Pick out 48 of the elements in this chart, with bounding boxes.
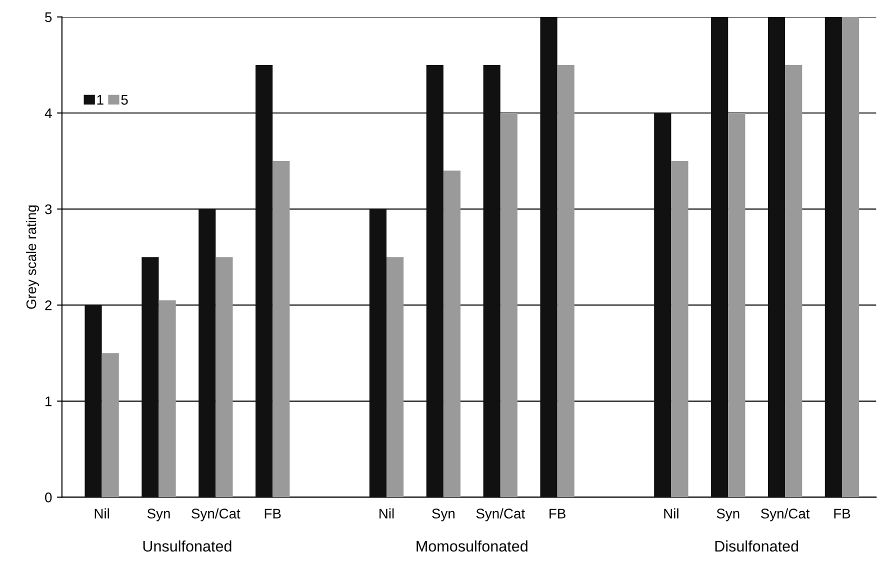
x-tick-label: Nil: [380, 508, 394, 518]
bar: [158, 300, 176, 498]
y-tick-label: 2: [45, 300, 52, 310]
y-tick-label: 0: [45, 492, 52, 502]
bar: [500, 113, 518, 498]
bar: [728, 113, 746, 498]
x-tick-label: Syn/Cat: [760, 508, 810, 522]
legend-label: 1: [97, 95, 104, 105]
x-tick-label: Nil: [664, 508, 678, 518]
bar: [824, 16, 842, 498]
text: Momosulfonated: [416, 540, 528, 552]
x-tick-label: Nil: [94, 508, 109, 518]
bar: [426, 64, 444, 498]
bar: [842, 16, 860, 498]
bar: [443, 170, 461, 498]
y-tick-label: 5: [45, 12, 52, 22]
bar: [256, 64, 273, 498]
x-tick-label: FB: [550, 508, 566, 518]
text: Disulfonated: [715, 540, 798, 552]
bar: [102, 353, 119, 498]
x-tick-label: FB: [834, 508, 850, 518]
x-tick-label: Syn/Cat: [476, 508, 525, 522]
x-tick-label: Syn/Cat: [192, 508, 240, 522]
text: Unsulfonated: [143, 540, 232, 552]
y-axis-title: Grey scale rating: [26, 205, 39, 309]
bar: [216, 257, 233, 498]
x-tick-label: Syn: [432, 508, 454, 522]
x-tick-label: Syn: [716, 508, 740, 522]
bar: [272, 161, 290, 498]
bar: [768, 16, 786, 498]
bar: [785, 64, 802, 498]
bar: [369, 209, 386, 498]
bar: [540, 16, 558, 498]
bar: [711, 16, 728, 498]
bar: [483, 64, 500, 498]
y-tick-label: 3: [45, 204, 52, 214]
y-tick-label: 1: [46, 396, 52, 406]
bar: [386, 257, 404, 498]
x-tick-label: FB: [264, 508, 281, 518]
bar: [557, 64, 574, 498]
bar: [84, 305, 102, 498]
bar: [142, 257, 159, 498]
bar: [654, 113, 672, 498]
legend-label: 5: [121, 95, 128, 105]
x-tick-label: Syn: [147, 508, 170, 522]
y-tick-label: 4: [44, 108, 52, 118]
bar: [671, 161, 688, 498]
bar: [198, 209, 216, 498]
